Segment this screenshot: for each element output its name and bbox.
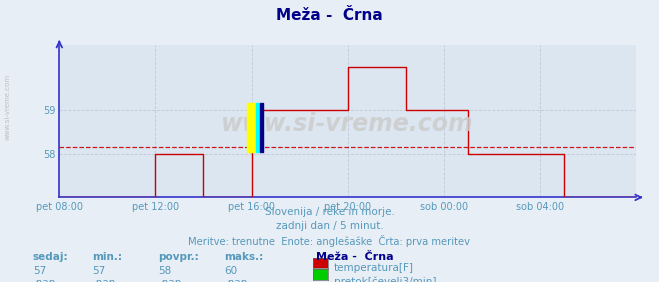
Text: 57: 57: [92, 266, 105, 276]
Text: Meža -  Črna: Meža - Črna: [276, 8, 383, 23]
Text: www.si-vreme.com: www.si-vreme.com: [221, 112, 474, 136]
Text: -nan: -nan: [158, 278, 181, 282]
Text: min.:: min.:: [92, 252, 123, 262]
Text: sedaj:: sedaj:: [33, 252, 69, 262]
Text: -nan: -nan: [224, 278, 247, 282]
Text: 60: 60: [224, 266, 237, 276]
Text: zadnji dan / 5 minut.: zadnji dan / 5 minut.: [275, 221, 384, 231]
Bar: [260, 103, 263, 152]
Text: -nan: -nan: [92, 278, 115, 282]
Text: Slovenija / reke in morje.: Slovenija / reke in morje.: [264, 207, 395, 217]
Text: povpr.:: povpr.:: [158, 252, 199, 262]
Bar: [256, 103, 260, 152]
Text: temperatura[F]: temperatura[F]: [334, 263, 414, 273]
Text: www.si-vreme.com: www.si-vreme.com: [5, 74, 11, 140]
Text: -nan: -nan: [33, 278, 56, 282]
Text: Meža -  Črna: Meža - Črna: [316, 252, 394, 262]
Text: 58: 58: [158, 266, 171, 276]
Text: 57: 57: [33, 266, 46, 276]
Text: maks.:: maks.:: [224, 252, 264, 262]
Text: pretok[čevelj3/min]: pretok[čevelj3/min]: [334, 276, 437, 282]
Bar: [246, 103, 256, 152]
Text: Meritve: trenutne  Enote: anglešaške  Črta: prva meritev: Meritve: trenutne Enote: anglešaške Črta…: [188, 235, 471, 248]
